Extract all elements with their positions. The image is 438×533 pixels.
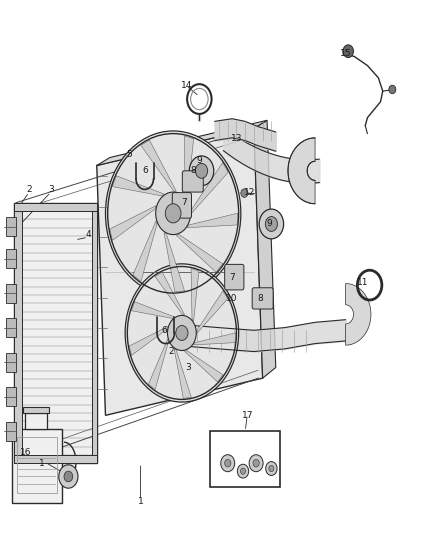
Polygon shape: [110, 206, 156, 240]
Text: 15: 15: [340, 50, 351, 58]
Circle shape: [225, 459, 231, 467]
Circle shape: [253, 459, 259, 467]
Text: 2: 2: [26, 185, 32, 194]
Text: 2: 2: [168, 347, 174, 356]
Circle shape: [165, 204, 181, 223]
Polygon shape: [6, 249, 16, 268]
Polygon shape: [6, 353, 16, 372]
Text: 7: 7: [229, 273, 235, 281]
Text: 8: 8: [258, 294, 263, 303]
Polygon shape: [155, 272, 184, 314]
FancyBboxPatch shape: [252, 288, 273, 309]
Circle shape: [269, 465, 274, 472]
Polygon shape: [184, 136, 194, 199]
Polygon shape: [113, 176, 164, 196]
FancyBboxPatch shape: [225, 264, 244, 290]
Polygon shape: [288, 138, 315, 204]
Circle shape: [240, 468, 246, 474]
Polygon shape: [14, 203, 21, 463]
Text: 14: 14: [180, 81, 192, 90]
FancyBboxPatch shape: [182, 171, 203, 192]
Text: 4: 4: [85, 230, 91, 239]
Polygon shape: [131, 302, 174, 318]
Circle shape: [266, 462, 277, 475]
Circle shape: [265, 216, 278, 231]
Text: 1: 1: [138, 497, 143, 506]
Polygon shape: [6, 422, 16, 441]
Polygon shape: [346, 284, 371, 345]
Polygon shape: [174, 349, 191, 398]
Text: 9: 9: [266, 220, 272, 229]
Polygon shape: [197, 291, 228, 333]
FancyBboxPatch shape: [172, 192, 191, 218]
Polygon shape: [14, 203, 97, 463]
Circle shape: [167, 316, 196, 351]
Circle shape: [106, 131, 241, 296]
Text: 17: 17: [242, 411, 253, 420]
Text: 10: 10: [226, 294, 238, 303]
Polygon shape: [177, 235, 223, 272]
Circle shape: [125, 264, 239, 402]
Polygon shape: [12, 429, 62, 503]
Circle shape: [59, 465, 78, 488]
Circle shape: [389, 85, 396, 94]
Polygon shape: [254, 120, 276, 378]
Text: 3: 3: [48, 185, 54, 194]
Text: 13: 13: [231, 134, 242, 143]
Polygon shape: [6, 387, 16, 406]
Polygon shape: [97, 120, 267, 165]
Polygon shape: [191, 269, 199, 321]
Polygon shape: [191, 163, 228, 213]
Circle shape: [221, 455, 235, 472]
Text: 8: 8: [190, 166, 196, 175]
Polygon shape: [97, 128, 263, 415]
Polygon shape: [148, 340, 169, 390]
Circle shape: [241, 189, 248, 197]
Polygon shape: [22, 407, 49, 413]
Polygon shape: [184, 351, 223, 382]
Polygon shape: [164, 233, 184, 292]
Polygon shape: [187, 213, 238, 228]
Text: 6: 6: [142, 166, 148, 175]
Text: 3: 3: [186, 363, 191, 372]
Polygon shape: [129, 327, 167, 356]
Polygon shape: [25, 413, 46, 429]
Polygon shape: [194, 333, 236, 345]
Text: 7: 7: [181, 198, 187, 207]
Polygon shape: [133, 221, 157, 281]
Circle shape: [249, 455, 263, 472]
Text: 1: 1: [39, 459, 45, 467]
Circle shape: [237, 464, 249, 478]
Polygon shape: [6, 284, 16, 303]
Circle shape: [343, 45, 353, 58]
Text: 11: 11: [357, 278, 369, 287]
Text: 12: 12: [244, 188, 255, 197]
Polygon shape: [14, 455, 97, 463]
Circle shape: [189, 156, 214, 185]
Circle shape: [176, 326, 188, 341]
Polygon shape: [14, 203, 97, 211]
Polygon shape: [6, 217, 16, 236]
Circle shape: [195, 164, 208, 178]
Polygon shape: [6, 318, 16, 337]
Text: 9: 9: [197, 156, 202, 165]
Circle shape: [259, 209, 284, 239]
Polygon shape: [92, 203, 97, 463]
Text: 6: 6: [162, 326, 167, 335]
Text: 5: 5: [127, 150, 132, 159]
Circle shape: [155, 192, 191, 235]
Text: 16: 16: [20, 448, 32, 457]
Polygon shape: [141, 140, 177, 191]
Circle shape: [64, 471, 73, 482]
